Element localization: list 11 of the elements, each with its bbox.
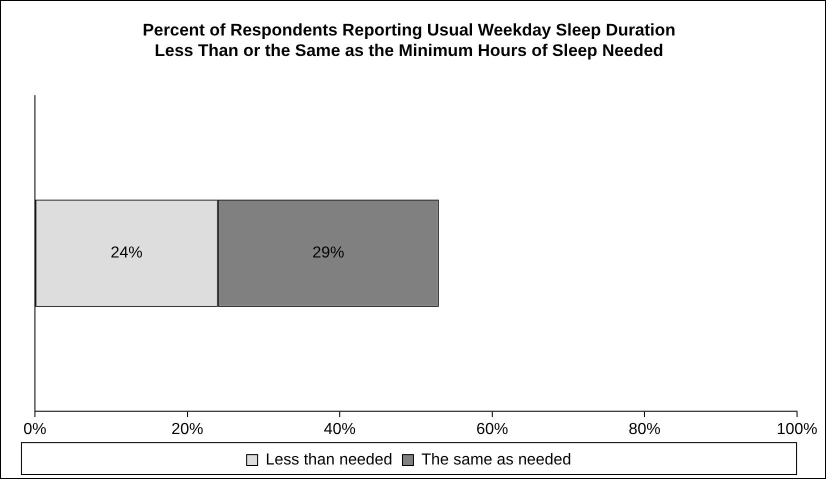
x-tick-label: 60% (476, 421, 508, 438)
legend-label: The same as needed (421, 451, 572, 468)
x-tick-label: 0% (23, 421, 46, 438)
x-tick-label: 80% (628, 421, 661, 438)
legend-label: Less than needed (266, 451, 392, 468)
data-label: 24% (110, 244, 143, 262)
x-tick-label: 40% (324, 421, 356, 438)
x-tick-label: 100% (776, 421, 818, 438)
data-label: 29% (312, 244, 344, 262)
x-tick-label: 20% (171, 421, 204, 438)
chart-title: Percent of Respondents Reporting Usual Weekday Sleep Duration Less Than or the Same as the Minimum Hours of Sleep Needed (142, 20, 676, 60)
